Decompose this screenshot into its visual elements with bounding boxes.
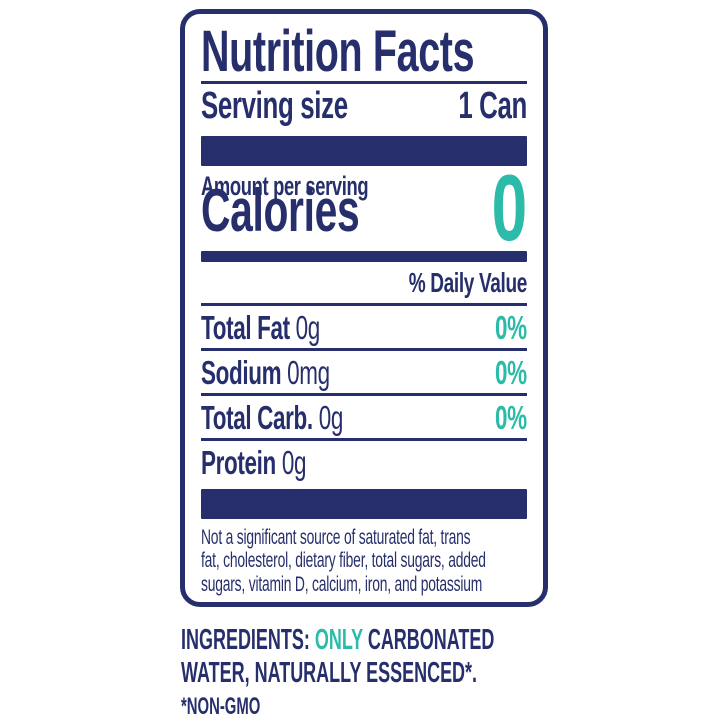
ingredients-line-2: WATER, NATURALLY ESSENCED*. (181, 657, 478, 689)
nutrient-daily-value: 0% (495, 353, 527, 391)
nutrient-amount: 0g (281, 443, 307, 481)
nutrient-name: Sodium (201, 353, 282, 391)
calories-value: 0 (491, 154, 528, 260)
nutrient-name: Total Carb. (201, 398, 313, 436)
thick-separator-bar-bottom (201, 488, 527, 519)
thick-separator-bar-top (201, 136, 527, 166)
serving-size-value: 1 Can (458, 85, 527, 127)
footnote-line: Not a significant source of saturated fa… (201, 525, 471, 549)
nutrient-amount: 0mg (287, 353, 330, 391)
nutrient-name: Protein (201, 443, 276, 481)
non-gmo-note: *NON-GMO (181, 693, 261, 720)
nutrition-facts-panel: Nutrition Facts Serving size 1 Can Amoun… (180, 9, 548, 607)
serving-size-row: Serving size 1 Can (201, 85, 527, 127)
ingredients-label: INGREDIENTS: (181, 624, 310, 656)
title-divider-rule (201, 81, 527, 84)
daily-value-header: % Daily Value (201, 262, 527, 306)
calories-row: Calories 0 (201, 160, 527, 254)
nutrition-facts-title-text: Nutrition Facts (201, 19, 475, 84)
serving-size-label: Serving size (201, 85, 348, 127)
nutrient-daily-value: 0% (495, 308, 527, 346)
ingredients-highlight: ONLY (314, 624, 363, 656)
nutrient-daily-value: 0% (495, 398, 527, 436)
footnote-line: fat, cholesterol, dietary fiber, total s… (201, 549, 486, 572)
nutrient-row-total-fat: Total Fat 0g 0% (201, 306, 527, 351)
footnote: Not a significant source of saturated fa… (201, 525, 486, 597)
footnote-line: sugars, vitamin D, calcium, iron, and po… (201, 572, 483, 596)
nutrition-facts-title: Nutrition Facts (201, 19, 527, 84)
ingredients-line-1: INGREDIENTS: ONLY CARBONATED (181, 624, 494, 657)
calories-label: Calories (201, 176, 360, 244)
amount-per-serving-label: Amount per serving (201, 171, 369, 201)
nutrient-row-sodium: Sodium 0mg 0% (201, 351, 527, 396)
nutrient-row-total-carb: Total Carb. 0g 0% (201, 396, 527, 441)
ingredients-rest: CARBONATED (367, 624, 495, 656)
medium-separator-bar (201, 250, 527, 262)
ingredients-block: INGREDIENTS: ONLY CARBONATED WATER, NATU… (181, 624, 686, 720)
nutrient-amount: 0g (318, 398, 344, 436)
nutrient-name: Total Fat (201, 308, 290, 346)
nutrient-row-protein: Protein 0g (201, 441, 527, 484)
nutrient-amount: 0g (295, 308, 321, 346)
